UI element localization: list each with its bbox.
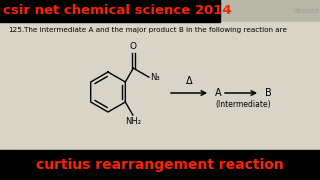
Text: NH₂: NH₂ xyxy=(125,117,141,126)
Text: desired: desired xyxy=(293,8,319,14)
Bar xyxy=(0,150,320,180)
Text: csir net chemical science 2014: csir net chemical science 2014 xyxy=(3,4,232,17)
Text: (Intermediate): (Intermediate) xyxy=(215,100,271,109)
Bar xyxy=(0,22,320,150)
Text: 125.: 125. xyxy=(8,27,24,33)
Text: curtius rearrangement reaction: curtius rearrangement reaction xyxy=(36,158,284,172)
Text: A: A xyxy=(215,88,222,98)
Text: The intermediate A and the major product B in the following reaction are: The intermediate A and the major product… xyxy=(24,27,287,33)
Text: Δ: Δ xyxy=(186,76,192,86)
Text: N₃: N₃ xyxy=(150,73,160,82)
Text: O: O xyxy=(130,42,137,51)
Text: B: B xyxy=(265,88,272,98)
Bar xyxy=(0,0,220,22)
